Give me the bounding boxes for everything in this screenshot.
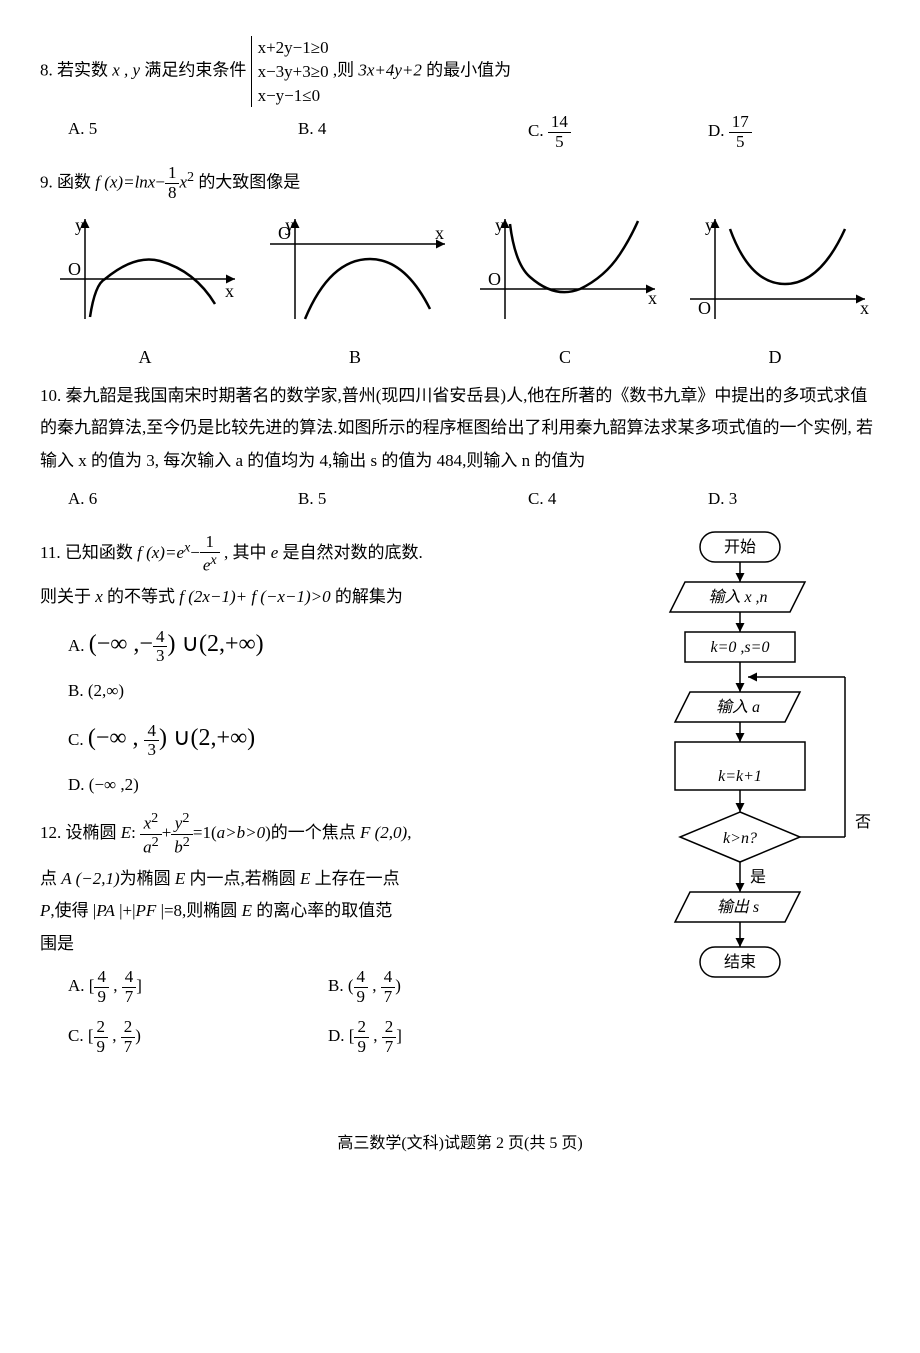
q9-graph-a: y x O A <box>40 209 250 374</box>
q9-num: 9. <box>40 172 53 191</box>
svg-text:O: O <box>488 269 501 289</box>
q11-opt-b: B. (2,∞) <box>68 675 620 707</box>
q11-opt-c: C. (−∞ , 43) ∪(2,+∞) <box>68 716 620 762</box>
question-11: 11. 已知函数 f (x)=ex−1ex , 其中 e 是自然对数的底数. <box>40 533 620 575</box>
q8-text: 8. 若实数 x , y 满足约束条件 x+2y−1≥0 x−3y+3≥0 x−… <box>40 36 880 107</box>
q12-opt-b: B. (49 , 47) <box>328 968 401 1006</box>
q10-opt-c: C. 4 <box>528 483 708 515</box>
page-footer: 高三数学(文科)试题第 2 页(共 5 页) <box>40 1129 880 1159</box>
q8-opt-c: C. 145 <box>528 113 708 151</box>
question-10: 10. 秦九韶是我国南宋时期著名的数学家,普州(现四川省安岳县)人,他在所著的《… <box>40 380 880 515</box>
q12-opt-a: A. [49 , 47] <box>68 968 328 1006</box>
svg-text:否: 否 <box>855 814 871 831</box>
svg-text:x: x <box>860 298 869 318</box>
lower-section: 11. 已知函数 f (x)=ex−1ex , 其中 e 是自然对数的底数. 则… <box>40 527 880 1098</box>
q8-opt-d: D. 175 <box>708 113 752 151</box>
left-column: 11. 已知函数 f (x)=ex−1ex , 其中 e 是自然对数的底数. 则… <box>40 527 620 1098</box>
q9-graphs: y x O A y x O B y x O C <box>40 209 880 374</box>
q10-options: A. 6 B. 5 C. 4 D. 3 <box>68 483 880 515</box>
question-9: 9. 函数 f (x)=lnx−18x2 的大致图像是 <box>40 164 880 203</box>
flowchart: 开始 输入 x ,n k=0 ,s=0 输入 a k=k+1 k>n? <box>630 527 880 1098</box>
svg-text:O: O <box>68 259 81 279</box>
q8-options: A. 5 B. 4 C. 145 D. 175 <box>68 113 880 151</box>
svg-text:k>n?: k>n? <box>723 830 757 847</box>
q12-line4: 围是 <box>40 928 620 960</box>
q10-opt-a: A. 6 <box>68 483 298 515</box>
q12-opts-row2: C. [29 , 27) D. [29 , 27] <box>68 1018 620 1056</box>
svg-text:y: y <box>705 215 714 235</box>
svg-text:O: O <box>698 298 711 318</box>
svg-text:输出 s: 输出 s <box>717 898 759 916</box>
svg-text:是: 是 <box>750 869 766 886</box>
svg-text:y: y <box>75 215 84 235</box>
q12-opt-d: D. [29 , 27] <box>328 1018 402 1056</box>
q12-opt-c: C. [29 , 27) <box>68 1018 328 1056</box>
q11-line2: 则关于 x 的不等式 f (2x−1)+ f (−x−1)>0 的解集为 <box>40 581 620 613</box>
q11-opt-a: A. (−∞ ,−43) ∪(2,+∞) <box>68 622 620 668</box>
svg-text:k=0 ,s=0: k=0 ,s=0 <box>711 639 770 656</box>
q9-graph-d: y x O D <box>670 209 880 374</box>
question-8: 8. 若实数 x , y 满足约束条件 x+2y−1≥0 x−3y+3≥0 x−… <box>40 36 880 152</box>
q8-opt-a: A. 5 <box>68 113 298 151</box>
q12-opts-row1: A. [49 , 47] B. (49 , 47) <box>68 968 620 1006</box>
q9-graph-c: y x O C <box>460 209 670 374</box>
q11-opt-d: D. (−∞ ,2) <box>68 769 620 801</box>
svg-text:O: O <box>278 223 291 243</box>
q12-line3: P,使得 |PA |+|PF |=8,则椭圆 E 的离心率的取值范 <box>40 895 620 927</box>
q10-num: 10. <box>40 386 61 405</box>
svg-text:开始: 开始 <box>724 538 756 556</box>
svg-text:输入 x ,n: 输入 x ,n <box>708 588 767 606</box>
q9-graph-b: y x O B <box>250 209 460 374</box>
svg-text:结束: 结束 <box>724 953 756 971</box>
q10-opt-b: B. 5 <box>298 483 528 515</box>
q8-opt-b: B. 4 <box>298 113 528 151</box>
q10-text: 秦九韶是我国南宋时期著名的数学家,普州(现四川省安岳县)人,他在所著的《数书九章… <box>40 386 873 470</box>
svg-text:x: x <box>225 281 234 301</box>
q8-num: 8. <box>40 61 53 80</box>
q12-num: 12. <box>40 823 61 842</box>
svg-text:x: x <box>435 223 444 243</box>
q12-line2: 点 A (−2,1)为椭圆 E 内一点,若椭圆 E 上存在一点 <box>40 863 620 895</box>
question-12: 12. 设椭圆 E: x2a2+y2b2=1(a>b>0)的一个焦点 F (2,… <box>40 811 620 857</box>
svg-text:k=k+1: k=k+1 <box>718 768 762 785</box>
svg-text:x: x <box>648 288 657 308</box>
q11-num: 11. <box>40 543 61 562</box>
svg-text:y: y <box>495 215 504 235</box>
q8-system: x+2y−1≥0 x−3y+3≥0 x−y−1≤0 <box>251 36 329 107</box>
svg-text:输入 a: 输入 a <box>716 698 760 716</box>
q10-opt-d: D. 3 <box>708 483 737 515</box>
